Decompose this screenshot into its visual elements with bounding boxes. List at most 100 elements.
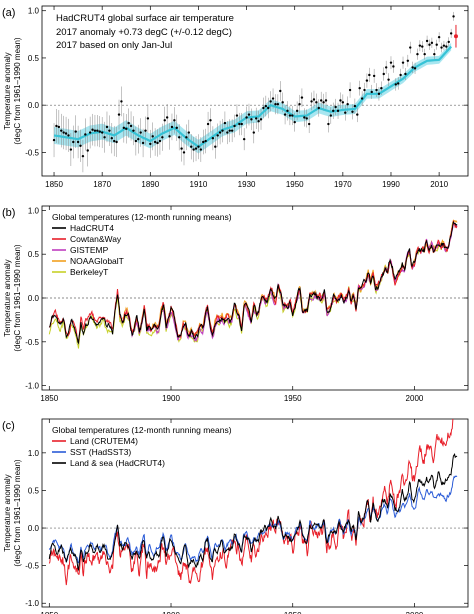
anomaly-2017-point [453, 34, 458, 39]
y-tick-label: 1.0 [28, 449, 40, 458]
x-tick-label: 2000 [406, 611, 424, 614]
annual-point [250, 118, 253, 121]
annual-point [421, 45, 424, 48]
annual-point [399, 73, 402, 77]
annual-point [173, 119, 176, 122]
annual-point [392, 65, 395, 68]
annual-point [177, 136, 181, 139]
x-tick-label: 1950 [284, 394, 302, 403]
annual-point [113, 139, 116, 143]
annual-point [389, 61, 393, 64]
plot-frame [41, 418, 469, 608]
annual-point [216, 134, 219, 137]
chart-annotation: 2017 anomaly +0.73 degC (+/-0.12 degC) [56, 27, 232, 38]
annual-point [425, 39, 429, 43]
y-tick-label: 1.0 [28, 7, 40, 16]
annual-point [411, 66, 414, 69]
annual-point [182, 151, 186, 154]
annual-point [64, 132, 68, 135]
annual-point [300, 96, 304, 99]
annual-point [139, 131, 142, 134]
annual-point [122, 126, 126, 130]
annual-point [315, 101, 318, 104]
annual-point [418, 44, 422, 47]
y-axis-label: Temperature anomaly [3, 474, 12, 551]
annual-point [57, 125, 61, 129]
x-tick-label: 1900 [162, 611, 180, 614]
annual-point [257, 120, 260, 123]
annual-point [170, 125, 174, 129]
smooth-series-line [53, 45, 453, 149]
annual-point [406, 59, 410, 62]
annual-point [233, 124, 236, 128]
annual-point [346, 103, 349, 106]
annual-point [96, 129, 99, 132]
y-tick-label: 0.5 [28, 54, 40, 63]
annual-point [218, 131, 222, 134]
y-tick-label: 0.5 [28, 486, 40, 495]
annual-point [360, 97, 364, 100]
annual-point [295, 109, 299, 113]
x-tick-label: 1890 [141, 180, 159, 189]
series-line-sst-hadsst3- [48, 475, 458, 564]
annual-point [416, 52, 419, 56]
annual-point [298, 103, 301, 106]
annual-point [344, 111, 347, 114]
annual-point [380, 86, 383, 90]
x-tick-label: 2010 [430, 180, 448, 189]
annual-point [187, 131, 191, 134]
annual-point [204, 139, 207, 143]
annual-point [129, 124, 133, 128]
series-line-noaaglobalt [121, 219, 458, 338]
annual-point [264, 104, 268, 108]
smooth-uncertainty-band [54, 42, 452, 154]
y-tick-label: -1.0 [25, 382, 39, 391]
x-tick-label: 1850 [45, 180, 63, 189]
annual-point [259, 118, 263, 121]
annual-point [336, 109, 340, 113]
y-axis-label: Temperature anomaly [3, 52, 12, 129]
annual-point [180, 147, 183, 150]
y-tick-label: 0.5 [28, 250, 40, 259]
annual-point [103, 136, 106, 139]
annual-point [363, 88, 366, 92]
annual-point [163, 119, 166, 122]
annual-point [67, 134, 70, 137]
legend-entry: HadCRUT4 [70, 223, 114, 233]
chart-annotation: 2017 based on only Jan-Jul [56, 40, 172, 51]
panel-label: (c) [2, 420, 15, 432]
y-tick-label: -0.5 [25, 562, 39, 571]
annual-point [368, 73, 371, 77]
y-tick-label: -1.0 [25, 599, 39, 608]
annual-point [435, 43, 438, 46]
annual-point [132, 129, 135, 132]
y-tick-label: 0.0 [28, 101, 40, 110]
chart-title: HadCRUT4 global surface air temperature [56, 13, 234, 24]
x-tick-label: 1950 [284, 611, 302, 614]
legend-entry: Land & sea (HadCRUT4) [70, 458, 165, 468]
annual-point [327, 122, 330, 126]
annual-point [192, 148, 195, 151]
panel-c: 1850 1900 1950 2000 -1.0 -0.5 0.0 0.5 1.0 Tempera… [2, 418, 469, 614]
annual-point [387, 78, 390, 81]
annual-point [98, 130, 101, 133]
annual-point [105, 125, 109, 129]
y-axis-label-units: (degC from 1961–1990 mean) [13, 37, 22, 145]
annual-point [76, 140, 80, 144]
annual-point [452, 15, 455, 18]
annual-point [115, 140, 118, 144]
annual-point [449, 32, 453, 35]
annual-point [60, 129, 63, 132]
annual-point [242, 137, 246, 141]
x-tick-label: 1850 [40, 394, 58, 403]
annual-point [240, 122, 243, 126]
annual-point [134, 139, 138, 143]
legend-title: Global temperatures (12-month running me… [52, 212, 232, 222]
annual-point [430, 41, 434, 45]
annual-point [161, 136, 164, 139]
annual-point [401, 61, 405, 64]
annual-point [382, 72, 385, 76]
panel-label: (b) [2, 207, 15, 219]
panel-a: 1850 1870 1890 1910 1930 1950 1970 1990 2010 -0.5… [2, 5, 469, 189]
panel-label: (a) [2, 7, 15, 19]
